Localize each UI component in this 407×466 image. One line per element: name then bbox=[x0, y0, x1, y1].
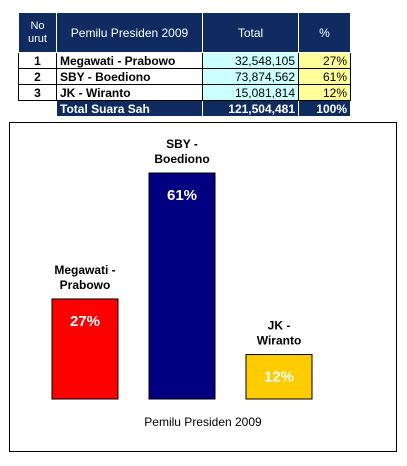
bar-value-label: 27% bbox=[70, 313, 100, 330]
header-total: Total bbox=[202, 12, 299, 53]
summary-label: Total Suara Sah bbox=[56, 100, 203, 117]
header-percent: % bbox=[298, 12, 351, 53]
bar-chart: 27% Megawati - Prabowo 61% SBY - Boediono 12% J… bbox=[9, 122, 397, 452]
bar-category-label: SBY - bbox=[166, 137, 198, 151]
summary-row: Total Suara Sah 121,504,481 100% bbox=[19, 100, 351, 117]
row-total: 32,548,105 bbox=[202, 52, 299, 69]
table-row: 3 JK - Wiranto 15,081,814 12% bbox=[18, 84, 351, 101]
header-no-line1: No bbox=[30, 19, 45, 32]
row-candidate: SBY - Boediono bbox=[56, 68, 203, 85]
bar bbox=[245, 354, 313, 400]
row-candidate: Megawati - Prabowo bbox=[56, 52, 203, 69]
summary-total: 121,504,481 bbox=[202, 100, 299, 117]
results-table: No urut Pemilu Presiden 2009 Total % 1 M… bbox=[18, 12, 351, 117]
bar-value-label: 12% bbox=[264, 369, 294, 386]
row-total: 73,874,562 bbox=[202, 68, 299, 85]
bar-category-label: Prabowo bbox=[60, 278, 111, 292]
bar-category-label: Megawati - bbox=[54, 263, 115, 277]
header-title: Pemilu Presiden 2009 bbox=[56, 12, 203, 53]
summary-percent: 100% bbox=[298, 100, 351, 117]
row-no: 1 bbox=[18, 52, 57, 69]
table-row: 1 Megawati - Prabowo 32,548,105 27% bbox=[18, 52, 351, 69]
bar-category-label: JK - bbox=[268, 319, 291, 333]
bar-category-label: Boediono bbox=[154, 152, 209, 166]
header-no-urut: No urut bbox=[18, 12, 57, 53]
row-percent: 61% bbox=[298, 68, 351, 85]
row-percent: 12% bbox=[298, 84, 351, 101]
bar-category-label: Wiranto bbox=[257, 334, 302, 348]
bar bbox=[51, 298, 119, 400]
table-row: 2 SBY - Boediono 73,874,562 61% bbox=[18, 68, 351, 85]
row-no: 3 bbox=[18, 84, 57, 101]
x-axis-title: Pemilu Presiden 2009 bbox=[144, 415, 262, 429]
row-total: 15,081,814 bbox=[202, 84, 299, 101]
chart-plot: 27% Megawati -Prabowo 61% SBY -Boediono 12% J… bbox=[51, 137, 313, 429]
row-percent: 27% bbox=[298, 52, 351, 69]
bar bbox=[148, 172, 216, 400]
header-no-line2: urut bbox=[28, 32, 47, 45]
row-candidate: JK - Wiranto bbox=[56, 84, 203, 101]
bar-value-label: 61% bbox=[167, 187, 197, 204]
row-no: 2 bbox=[18, 68, 57, 85]
